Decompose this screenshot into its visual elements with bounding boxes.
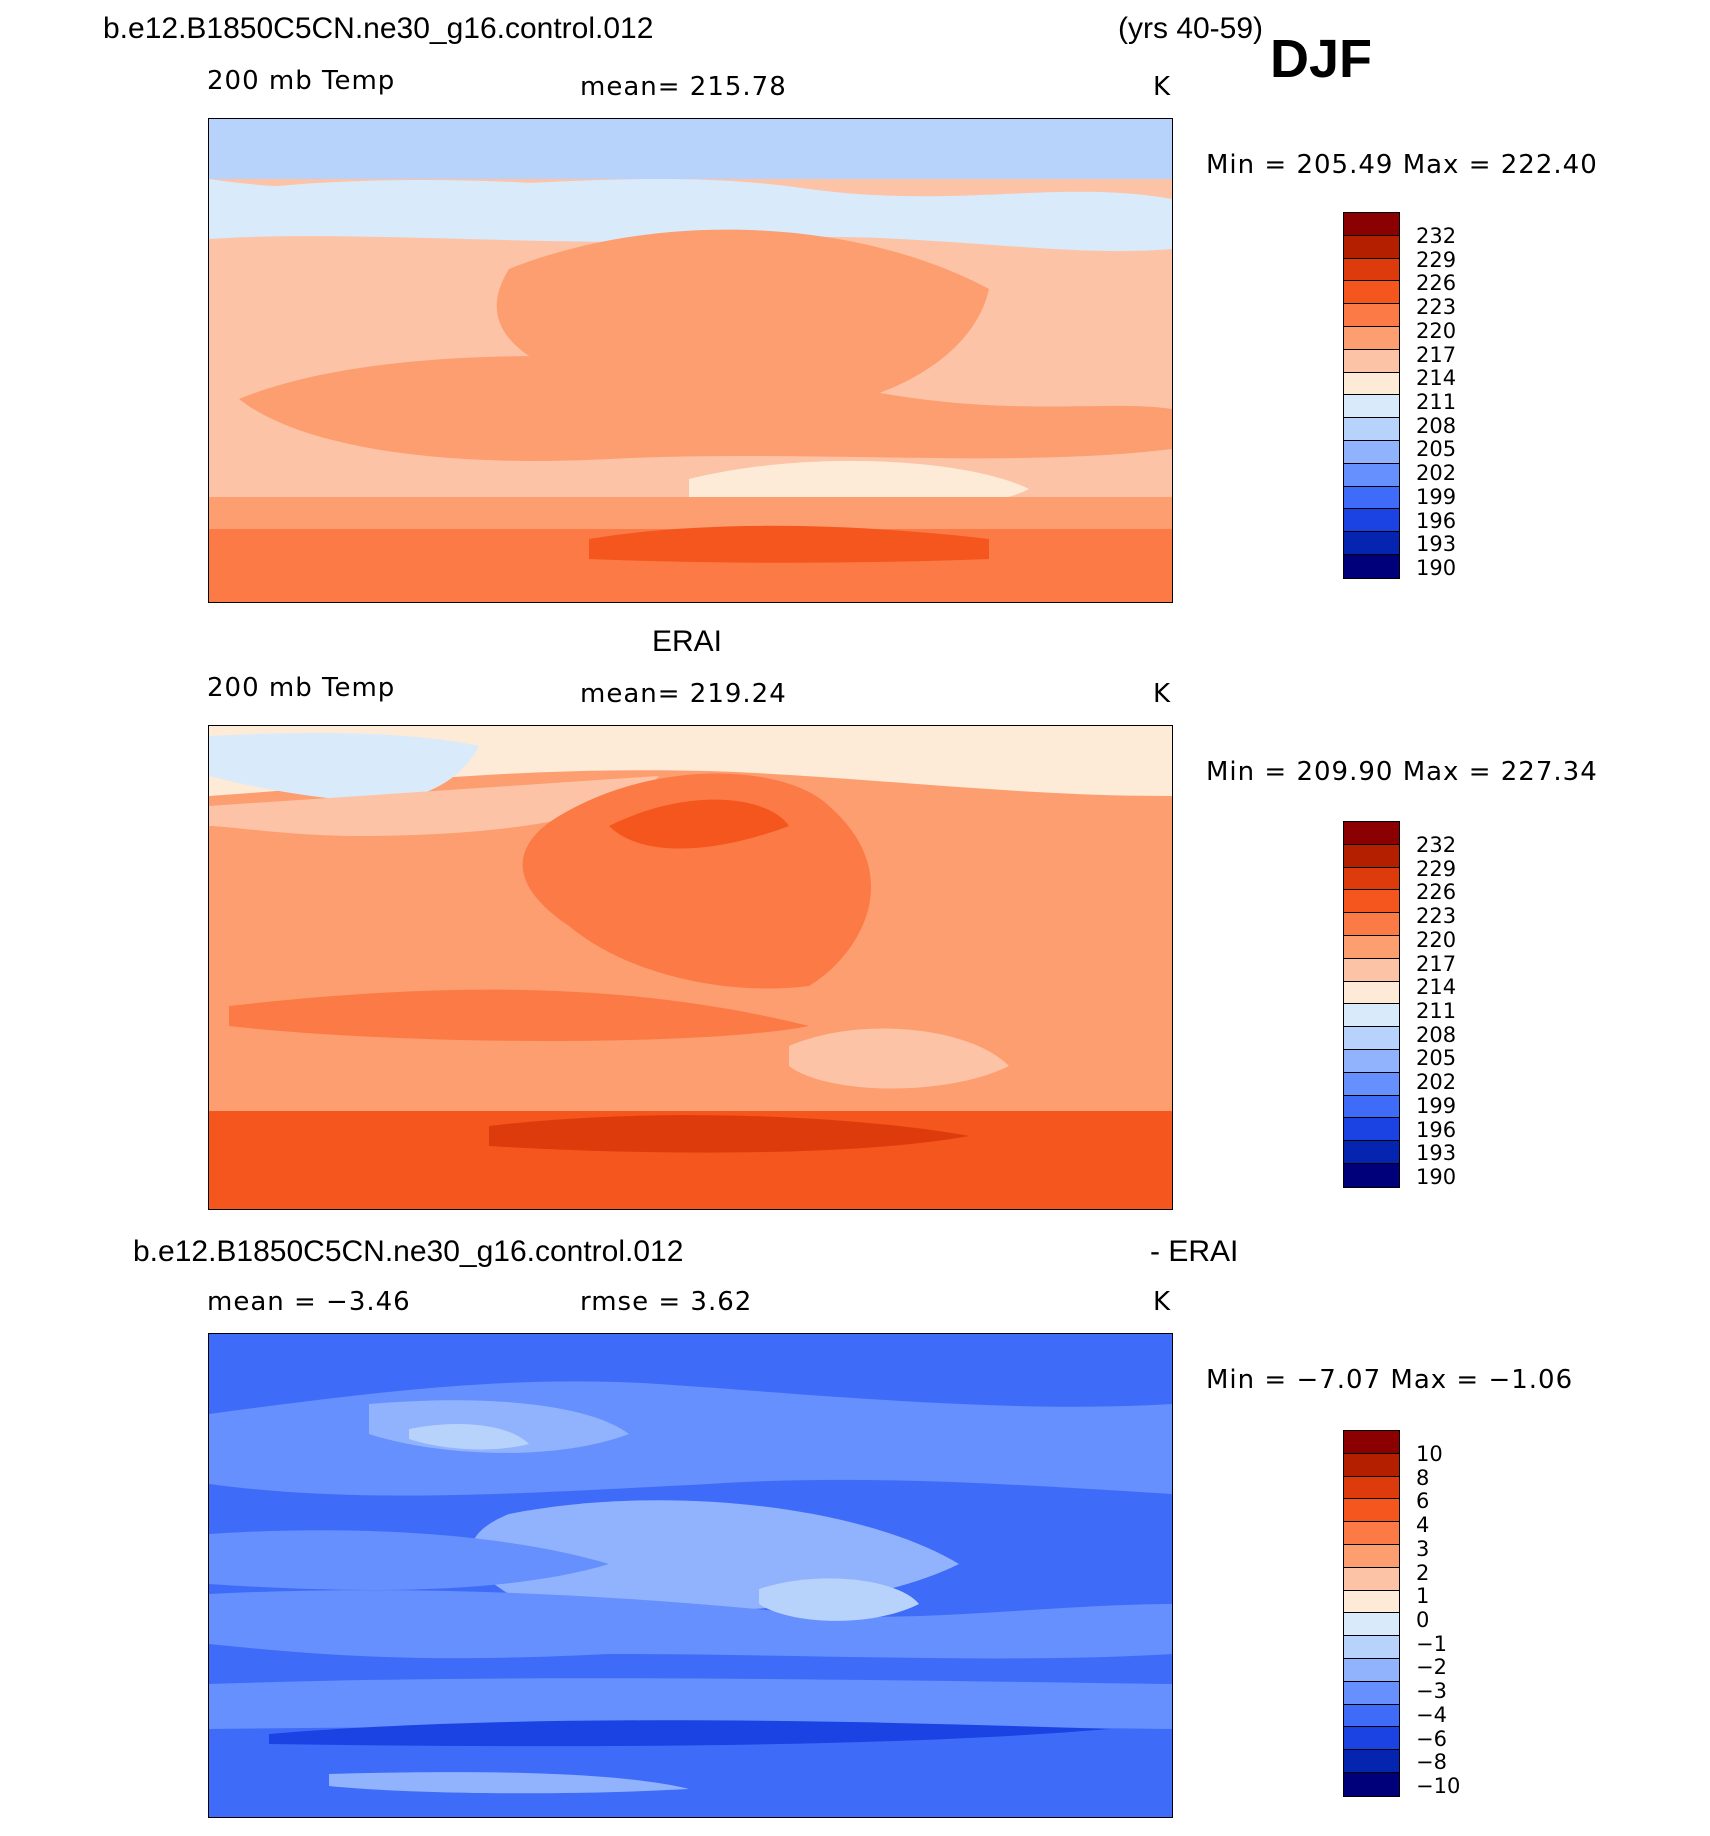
tick-label: 3 (1416, 1537, 1430, 1561)
tick-label: −8 (1416, 1750, 1447, 1774)
tick-label: −4 (1416, 1703, 1447, 1727)
panel3-minmax: Min = −7.07 Max = −1.06 (1206, 1365, 1574, 1395)
tick-label: 208 (1416, 1023, 1457, 1047)
tick-label: 193 (1416, 1141, 1457, 1165)
tick-label: 214 (1416, 975, 1457, 999)
tick-label: −6 (1416, 1727, 1447, 1751)
panel3-units: K (1153, 1287, 1172, 1317)
tick-label: 214 (1416, 366, 1457, 390)
tick-label: 202 (1416, 461, 1457, 485)
panel1-map-svg (209, 119, 1172, 602)
years-label: (yrs 40-59) (1118, 12, 1264, 45)
tick-label: 205 (1416, 1046, 1457, 1070)
tick-label: 226 (1416, 880, 1457, 904)
fill-north-band (209, 119, 1172, 179)
tick-label: 229 (1416, 248, 1457, 272)
panel1-mean: mean= 215.78 (580, 72, 787, 102)
panel2-minmax: Min = 209.90 Max = 227.34 (1206, 757, 1598, 787)
tick-label: 10 (1416, 1442, 1443, 1466)
panel1-minmax: Min = 205.49 Max = 222.40 (1206, 150, 1598, 180)
panel2-colorbar (1343, 821, 1400, 1188)
tick-label: 1 (1416, 1584, 1430, 1608)
panel2-units: K (1153, 679, 1172, 709)
tick-label: 223 (1416, 295, 1457, 319)
tick-label: 208 (1416, 414, 1457, 438)
tick-label: 6 (1416, 1489, 1430, 1513)
fill-pacific-lightest (759, 1578, 919, 1621)
panel3-map-svg (209, 1334, 1172, 1817)
panel3-colorbar (1343, 1430, 1400, 1797)
tick-label: −1 (1416, 1632, 1447, 1656)
panel1-variable: 200 mb Temp (207, 66, 396, 96)
season-label: DJF (1270, 29, 1373, 89)
panel3-map (208, 1333, 1173, 1818)
fill-south-warmer (489, 1115, 969, 1153)
panel3-mean: mean = −3.46 (207, 1287, 411, 1317)
panel2-variable: 200 mb Temp (207, 673, 396, 703)
panel1-map (208, 118, 1173, 603)
panel2-mean: mean= 219.24 (580, 679, 787, 709)
tick-label: 196 (1416, 1118, 1457, 1142)
case-title: b.e12.B1850C5CN.ne30_g16.control.012 (103, 12, 654, 45)
tick-label: 232 (1416, 224, 1457, 248)
tick-label: 190 (1416, 1165, 1457, 1189)
panel2-map-svg (209, 726, 1172, 1209)
tick-label: −2 (1416, 1655, 1447, 1679)
tick-label: 8 (1416, 1466, 1430, 1490)
panel3-rmse: rmse = 3.62 (580, 1287, 753, 1317)
tick-label: 220 (1416, 319, 1457, 343)
tick-label: 229 (1416, 857, 1457, 881)
tick-label: 196 (1416, 509, 1457, 533)
tick-label: 211 (1416, 390, 1457, 414)
tick-label: 223 (1416, 904, 1457, 928)
tick-label: 202 (1416, 1070, 1457, 1094)
tick-label: −10 (1416, 1774, 1461, 1798)
tick-label: 190 (1416, 556, 1457, 580)
fill-tropics-warm (239, 356, 1172, 461)
tick-label: 217 (1416, 343, 1457, 367)
fill-south-dark (269, 1720, 1109, 1747)
panel3-title-left: b.e12.B1850C5CN.ne30_g16.control.012 (133, 1235, 684, 1268)
tick-label: −3 (1416, 1679, 1447, 1703)
fill-pacific-cool (789, 1028, 1009, 1089)
tick-label: 2 (1416, 1561, 1430, 1585)
tick-label: 4 (1416, 1513, 1430, 1537)
tick-label: 232 (1416, 833, 1457, 857)
panel2-map (208, 725, 1173, 1210)
panel3-title-right: - ERAI (1150, 1235, 1239, 1268)
tick-label: 217 (1416, 952, 1457, 976)
panel1-units: K (1153, 72, 1172, 102)
tick-label: 0 (1416, 1608, 1430, 1632)
panel1-colorbar (1343, 212, 1400, 579)
tick-label: 193 (1416, 532, 1457, 556)
tick-label: 199 (1416, 485, 1457, 509)
tick-label: 199 (1416, 1094, 1457, 1118)
tick-label: 220 (1416, 928, 1457, 952)
tick-label: 211 (1416, 999, 1457, 1023)
panel2-title: ERAI (652, 625, 723, 658)
tick-label: 205 (1416, 437, 1457, 461)
tick-label: 226 (1416, 271, 1457, 295)
